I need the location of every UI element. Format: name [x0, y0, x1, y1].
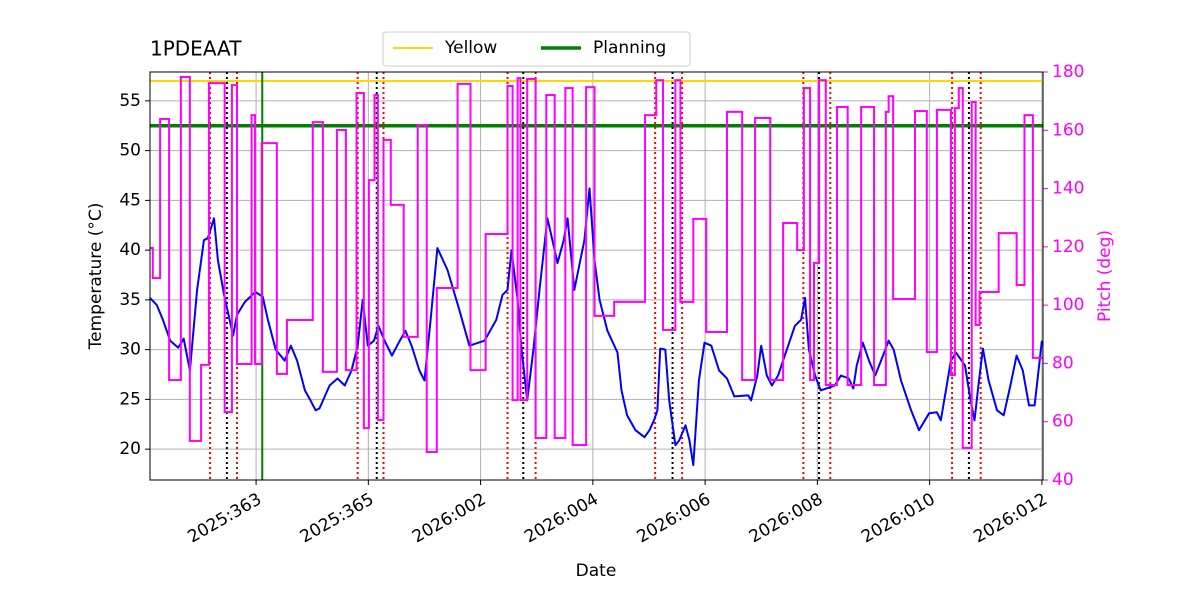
x-tick-label: 2026:002	[409, 489, 490, 547]
y-axis-label: Temperature (°C)	[86, 203, 106, 351]
y-tick-label: 25	[119, 389, 141, 409]
legend-label: Yellow	[444, 38, 497, 58]
y2-tick-label: 80	[1052, 353, 1074, 373]
x-tick-label: 2026:010	[858, 489, 939, 547]
y-tick-label: 30	[119, 340, 141, 360]
y-tick-label: 55	[119, 91, 141, 111]
y-tick-label: 35	[119, 290, 141, 310]
y-tick-label: 50	[119, 141, 141, 161]
x-tick-label: 2026:008	[746, 489, 827, 547]
x-axis-label: Date	[576, 561, 617, 581]
x-tick-label: 2026:006	[634, 489, 715, 547]
legend-box	[382, 31, 691, 67]
x-tick-label: 2026:012	[970, 489, 1051, 547]
y2-tick-label: 40	[1052, 470, 1074, 490]
x-tick-label: 2026:004	[521, 489, 602, 547]
y2-tick-label: 180	[1052, 62, 1084, 82]
legend-label: Planning	[593, 38, 666, 58]
y2-tick-label: 120	[1052, 237, 1084, 257]
temperature-line	[150, 187, 1043, 467]
chart-title: 1PDEAAT	[150, 37, 242, 61]
plot-area	[150, 72, 1043, 480]
y2-tick-label: 140	[1052, 179, 1084, 199]
y-tick-label: 20	[119, 439, 141, 459]
plot-frame	[149, 71, 1044, 481]
y2-tick-label: 60	[1052, 412, 1074, 432]
y2-tick-label: 160	[1052, 120, 1084, 140]
x-tick-label: 2025:365	[297, 489, 378, 547]
y2-tick-label: 100	[1052, 295, 1084, 315]
x-tick-label: 2025:363	[185, 489, 266, 547]
y-tick-label: 40	[119, 240, 141, 260]
y2-axis-label: Pitch (deg)	[1095, 230, 1115, 322]
y-tick-label: 45	[119, 190, 141, 210]
